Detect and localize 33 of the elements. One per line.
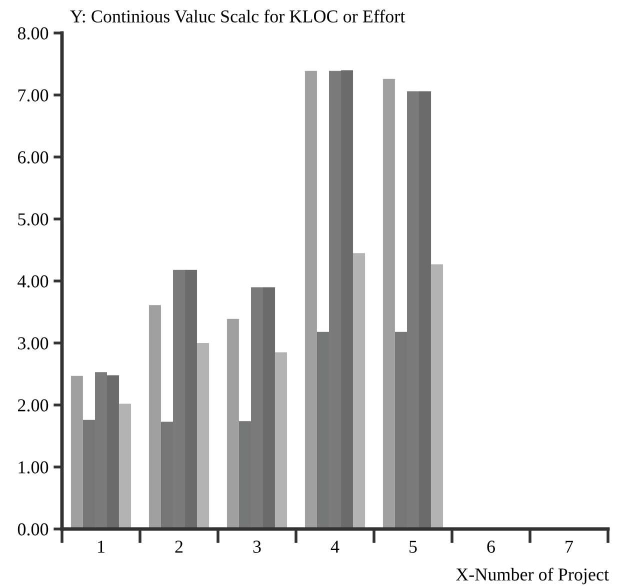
x-tick-label: 4 (330, 540, 340, 553)
y-tick-label: 3.00 (18, 337, 48, 350)
x-tick-label: 2 (175, 540, 183, 553)
bar (226, 318, 239, 529)
y-axis-title: Y: Continious Valuc Scalc for KLOC or Effort (70, 10, 406, 23)
x-tick-label: 1 (98, 540, 104, 553)
bar (275, 352, 288, 529)
bar (70, 376, 83, 529)
bar (431, 264, 444, 529)
x-tick-label: 7 (566, 540, 573, 553)
y-tick-label: 1.00 (18, 461, 48, 474)
y-tick-label: 7.00 (18, 89, 48, 102)
bar (148, 305, 161, 529)
bar (304, 70, 317, 529)
bar (185, 270, 198, 529)
y-tick-label: 0.00 (18, 523, 48, 536)
y-tick-label: 8.00 (18, 27, 48, 40)
x-tick-label: 3 (253, 540, 261, 553)
y-tick-label: 2.00 (18, 399, 48, 412)
bar (107, 375, 120, 529)
bar (341, 70, 354, 529)
bar (263, 287, 276, 529)
x-tick-label: 6 (487, 540, 495, 553)
y-tick-label: 6.00 (18, 151, 48, 164)
y-tick-label: 5.00 (18, 213, 48, 226)
bar (419, 91, 432, 529)
bar (353, 253, 366, 529)
y-tick-label: 4.00 (18, 275, 48, 288)
bar (382, 78, 395, 529)
x-tick-label: 5 (410, 540, 417, 553)
x-axis-title: X-Number of Project (456, 568, 609, 584)
bar (197, 343, 210, 529)
bar (119, 404, 132, 529)
